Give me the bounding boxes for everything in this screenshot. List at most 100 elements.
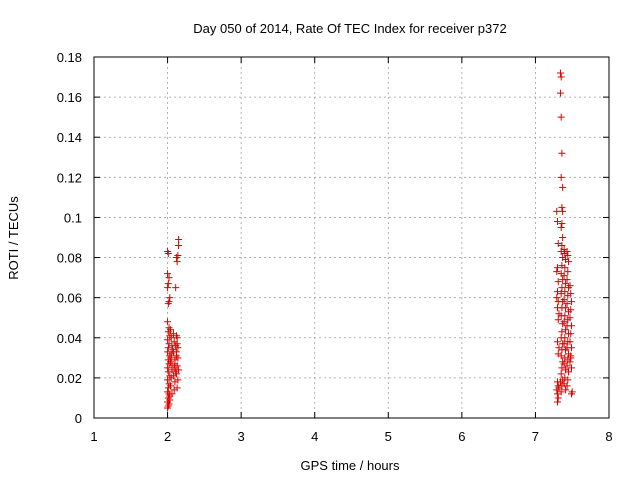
data-point <box>557 73 565 81</box>
y-tick-label: 0.06 <box>57 291 82 306</box>
data-point <box>168 390 176 398</box>
data-point <box>164 348 172 356</box>
data-point <box>558 284 566 292</box>
y-tick-label: 0.18 <box>57 50 82 65</box>
data-point <box>561 334 569 342</box>
data-point <box>567 364 575 372</box>
data-point <box>556 378 564 386</box>
x-axis: 1 2 3 4 5 6 7 8 <box>90 57 613 444</box>
data-point <box>164 336 172 344</box>
data-point <box>164 344 172 352</box>
data-point <box>164 250 172 258</box>
data-point <box>560 340 568 348</box>
data-point <box>164 364 172 372</box>
data-point <box>172 284 180 292</box>
data-point <box>173 334 181 342</box>
data-point <box>172 370 180 378</box>
data-point <box>174 354 182 362</box>
y-tick-label: 0.14 <box>57 130 82 145</box>
data-point <box>561 312 569 320</box>
data-point <box>164 318 172 326</box>
data-point <box>564 376 572 384</box>
data-point <box>562 304 570 312</box>
data-point <box>562 386 570 394</box>
y-tick-label: 0.04 <box>57 331 82 346</box>
data-point <box>564 268 572 276</box>
data-point <box>561 264 569 272</box>
data-point <box>165 274 173 282</box>
y-tick-label: 0.12 <box>57 170 82 185</box>
data-point <box>559 183 567 191</box>
chart-title: Day 050 of 2014, Rate Of TEC Index for r… <box>193 21 506 36</box>
y-tick-label: 0.1 <box>64 210 82 225</box>
data-point <box>566 358 574 366</box>
data-point <box>164 300 172 308</box>
data-point <box>567 344 575 352</box>
data-point <box>554 316 562 324</box>
plot-frame <box>93 56 610 419</box>
data-point <box>164 376 172 384</box>
x-tick-label: 3 <box>238 429 245 444</box>
data-point <box>560 318 568 326</box>
data-point <box>566 282 574 290</box>
data-point <box>567 390 575 398</box>
data-point <box>166 294 174 302</box>
data-point <box>554 264 561 272</box>
data-point <box>175 242 183 250</box>
x-axis-label: GPS time / hours <box>301 458 400 473</box>
data-point <box>175 366 183 374</box>
data-point <box>559 234 567 241</box>
x-tick-label: 8 <box>605 429 612 444</box>
data-point <box>567 354 575 362</box>
data-point <box>164 270 172 278</box>
data-point <box>567 306 575 314</box>
data-point <box>561 288 569 296</box>
data-point <box>557 388 565 396</box>
data-point <box>554 398 561 406</box>
data-point <box>167 326 175 334</box>
data-point <box>559 207 567 215</box>
data-point <box>166 396 174 404</box>
x-tick-label: 2 <box>164 429 171 444</box>
data-point <box>563 276 571 284</box>
y-tick-label: 0.08 <box>57 251 82 266</box>
data-point <box>563 248 571 256</box>
data-point <box>565 258 573 266</box>
x-tick-label: 7 <box>532 429 539 444</box>
data-point <box>558 364 566 372</box>
data-point <box>556 89 564 97</box>
data-point <box>173 384 181 392</box>
y-axis: 0 0.02 0.04 0.06 0.08 0.1 0.12 0.14 0.16 0.18 <box>57 50 609 426</box>
data-point <box>562 326 570 334</box>
data-point <box>174 252 182 260</box>
data-point <box>567 298 575 306</box>
data-point <box>554 390 561 398</box>
data-point <box>558 219 566 227</box>
data-point <box>553 268 561 276</box>
data-point <box>173 258 181 266</box>
data-point <box>174 376 182 384</box>
data-point <box>164 368 172 376</box>
data-point <box>172 348 180 356</box>
data-point <box>560 296 568 304</box>
data-point <box>556 69 564 77</box>
data-point <box>557 223 565 231</box>
data-point <box>558 203 566 211</box>
data-point <box>563 362 571 370</box>
data-point <box>565 368 573 376</box>
x-tick-label: 4 <box>311 429 318 444</box>
y-axis-label: ROTI / TECUs <box>6 196 21 280</box>
data-point <box>553 207 561 215</box>
data-point <box>172 342 180 350</box>
data-point <box>557 352 565 360</box>
data-point <box>560 272 568 280</box>
data-point <box>557 113 565 121</box>
data-point <box>566 314 574 322</box>
data-point <box>554 240 562 248</box>
data-point <box>164 280 172 288</box>
data-point <box>558 242 566 250</box>
data-point <box>554 338 561 346</box>
data-point <box>563 300 571 308</box>
data-point <box>558 328 566 336</box>
data-point <box>175 236 183 244</box>
